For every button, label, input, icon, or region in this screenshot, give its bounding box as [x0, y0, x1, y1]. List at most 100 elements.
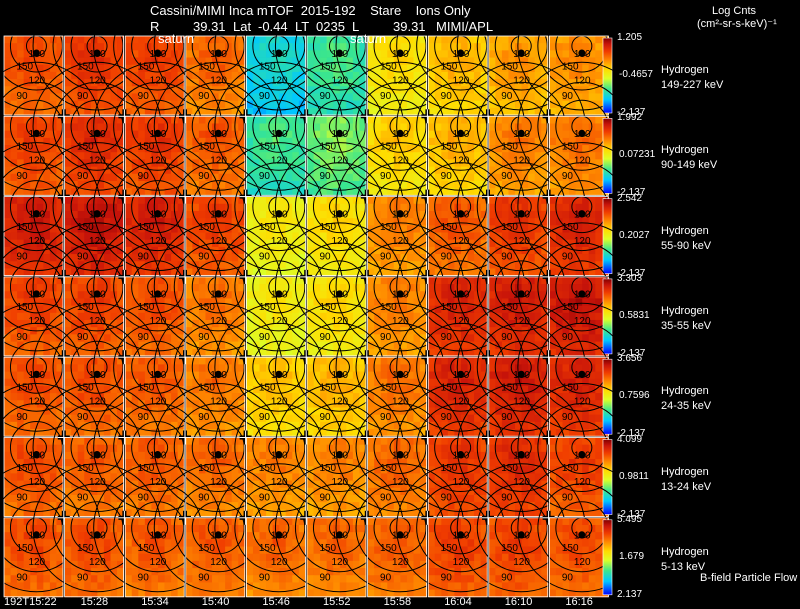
contour-label: 90 — [16, 171, 28, 182]
heatmap-panel: 18015012090 — [274, 302, 404, 437]
heatmap-panel: 18015012090 — [396, 463, 526, 598]
units-label: (cm²-sr-s-keV)⁻¹ — [697, 18, 777, 30]
contour-label: 120 — [271, 557, 288, 568]
contour-label: 90 — [16, 492, 28, 503]
contour-label: 150 — [259, 302, 276, 313]
colorbar-max-label: 3.656 — [617, 353, 643, 365]
contour-label: 150 — [138, 222, 155, 233]
contour-label: 90 — [441, 91, 453, 102]
contour-label: 90 — [501, 252, 513, 263]
contour-label: 90 — [380, 492, 392, 503]
contour-label: 120 — [271, 477, 288, 488]
contour-label: 120 — [89, 316, 106, 327]
contour-label: 90 — [501, 573, 513, 584]
colorbar-mid-label: -0.4657 — [619, 69, 653, 80]
contour-label: 150 — [380, 61, 397, 72]
heatmap-panel: 18015012090 — [93, 463, 223, 598]
contour-label: 120 — [453, 477, 470, 488]
contour-label: 90 — [77, 573, 89, 584]
heatmap-panel: 18015012090 — [214, 463, 344, 598]
contour-label: 120 — [89, 397, 106, 408]
contour-label: 150 — [319, 302, 336, 313]
contour-label: 120 — [89, 75, 106, 86]
lt-value: 0235 — [316, 19, 345, 34]
contour-label: 90 — [501, 91, 513, 102]
contour-label: 150 — [138, 142, 155, 153]
heatmap-panel: 18015012090 — [0, 222, 101, 357]
contour-label: 150 — [198, 543, 215, 554]
contour-label: 150 — [138, 382, 155, 393]
contour-label: 120 — [513, 75, 530, 86]
contour-label: 150 — [77, 463, 94, 474]
colorbar-max-label: 4.099 — [617, 433, 643, 445]
contour-label: 150 — [198, 302, 215, 313]
contour-label: 150 — [77, 222, 94, 233]
contour-label: 150 — [501, 543, 518, 554]
colorbar-mid-label: 1.679 — [619, 550, 645, 562]
colorbar-max-label: 3.303 — [617, 272, 643, 284]
colorbar-min-label: -2.137 — [617, 347, 646, 359]
contour-label: 150 — [77, 302, 94, 313]
contour-label: 150 — [562, 142, 579, 153]
contour-label: 150 — [259, 382, 276, 393]
heatmap-panel: 18015012090 — [274, 142, 404, 277]
heatmap-panel: 18015012090 — [517, 222, 647, 357]
contour-label: 90 — [77, 91, 89, 102]
energy-label: 13-24 keV — [661, 480, 712, 493]
contour-label: 150 — [16, 382, 33, 393]
time-tick-label: 16:04 — [444, 596, 472, 608]
contour-label: 120 — [210, 477, 227, 488]
contour-label: 150 — [501, 463, 518, 474]
contour-label: 120 — [392, 316, 409, 327]
contour-label: 90 — [380, 412, 392, 423]
contour-label: 120 — [513, 477, 530, 488]
contour-label: 120 — [513, 557, 530, 568]
contour-label: 90 — [380, 332, 392, 343]
contour-label: 90 — [441, 412, 453, 423]
contour-label: 120 — [574, 557, 591, 568]
colorbar-min-label: 2.137 — [617, 588, 643, 600]
time-tick-label: 16:16 — [565, 596, 593, 608]
time-tick-label: 15:58 — [383, 596, 412, 608]
heatmap-panel: 18015012090 — [93, 302, 223, 437]
contour-label: 150 — [138, 302, 155, 313]
time-tick-label: 15:34 — [141, 596, 169, 608]
colorbar-mid-label: 0.5831 — [619, 309, 650, 321]
contour-label: 150 — [380, 222, 397, 233]
contour-label: 120 — [28, 236, 45, 247]
heatmap-panel: 18015012090 — [335, 383, 465, 517]
heatmap-panel: 18015012090 — [0, 383, 101, 517]
time-tick-label: 15:40 — [201, 596, 230, 608]
contour-label: 90 — [16, 412, 28, 423]
contour-label: 120 — [331, 236, 348, 247]
contour-label: 150 — [562, 222, 579, 233]
lat-value: -0.44 — [258, 19, 288, 34]
contour-label: 120 — [453, 236, 470, 247]
contour-label: 90 — [259, 573, 271, 584]
contour-label: 150 — [501, 61, 518, 72]
contour-label: 90 — [441, 171, 453, 182]
contour-label: 90 — [259, 91, 271, 102]
contour-label: 90 — [562, 252, 574, 263]
heatmap-panel: 18015012090 — [153, 0, 283, 116]
contour-label: 90 — [319, 573, 331, 584]
contour-label: 120 — [513, 316, 530, 327]
contour-label: 150 — [77, 142, 94, 153]
contour-label: 150 — [380, 543, 397, 554]
contour-label: 90 — [441, 573, 453, 584]
contour-label: 90 — [319, 332, 331, 343]
contour-label: 90 — [198, 91, 210, 102]
contour-label: 90 — [441, 492, 453, 503]
colorbar-max-label: 1.992 — [617, 112, 643, 124]
contour-label: 90 — [380, 171, 392, 182]
contour-label: 120 — [271, 316, 288, 327]
colorbar-max-label: 2.542 — [617, 192, 643, 204]
heatmap-panel: 18015012090 — [153, 302, 283, 437]
bfield-particle-flow-note: B-field Particle Flow — [700, 572, 798, 584]
contour-label: 90 — [198, 171, 210, 182]
contour-label: 150 — [501, 302, 518, 313]
contour-label: 150 — [562, 463, 579, 474]
contour-label: 90 — [77, 492, 89, 503]
contour-label: 120 — [210, 316, 227, 327]
